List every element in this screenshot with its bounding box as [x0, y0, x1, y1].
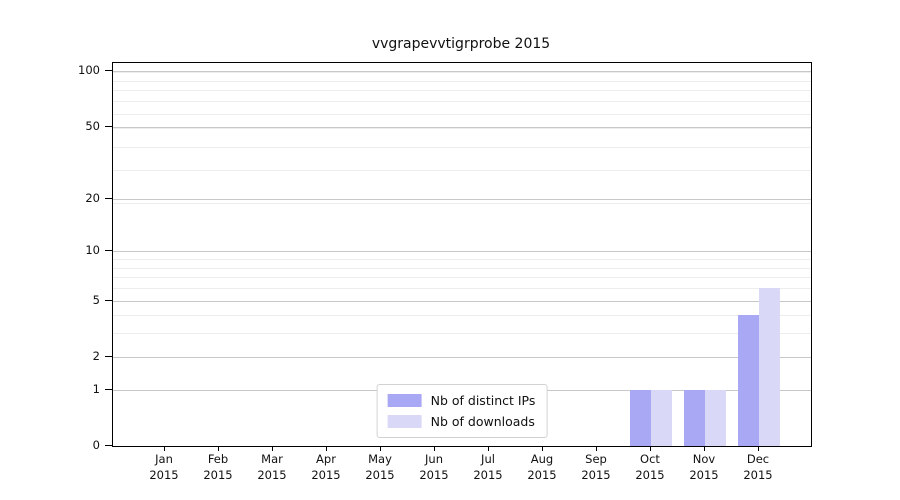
- gridline: [113, 170, 811, 171]
- x-tick-label: Aug 2015: [527, 452, 557, 482]
- x-tick: [380, 446, 381, 451]
- bar-downloads-oct: [651, 390, 672, 446]
- x-tick-label: May 2015: [365, 452, 395, 482]
- gridline: [113, 101, 811, 102]
- bar-downloads-nov: [705, 390, 726, 446]
- y-tick-label: 1: [92, 382, 100, 396]
- legend-label-distinct-ips: Nb of distinct IPs: [430, 393, 536, 408]
- legend-swatch-distinct-ips-icon: [387, 394, 422, 407]
- x-tick: [434, 446, 435, 451]
- gridline: [113, 128, 811, 129]
- plot-area: Nb of distinct IPs Nb of downloads: [112, 62, 812, 447]
- x-tick: [488, 446, 489, 451]
- y-tick-label: 5: [92, 293, 100, 307]
- y-tick: [105, 389, 112, 390]
- bar-downloads-dec: [759, 288, 780, 446]
- bar-distinct-ips-nov: [684, 390, 705, 446]
- y-tick: [105, 198, 112, 199]
- x-tick: [596, 446, 597, 451]
- x-tick: [164, 446, 165, 451]
- gridline: [113, 268, 811, 269]
- gridline: [113, 251, 811, 252]
- bar-distinct-ips-oct: [630, 390, 651, 446]
- x-tick: [218, 446, 219, 451]
- x-tick: [326, 446, 327, 451]
- legend-item-distinct-ips: Nb of distinct IPs: [387, 393, 536, 408]
- y-tick-label: 10: [85, 243, 100, 257]
- x-tick-label: Mar 2015: [257, 452, 287, 482]
- x-tick-label: Nov 2015: [689, 452, 719, 482]
- x-tick-label: Dec 2015: [743, 452, 773, 482]
- legend-item-downloads: Nb of downloads: [387, 414, 536, 429]
- x-tick-label: Jul 2015: [473, 452, 503, 482]
- legend-label-downloads: Nb of downloads: [430, 414, 535, 429]
- gridline: [113, 301, 811, 302]
- y-tick: [105, 356, 112, 357]
- y-tick: [105, 300, 112, 301]
- y-tick-label: 2: [92, 349, 100, 363]
- x-tick-label: Oct 2015: [635, 452, 665, 482]
- legend-swatch-downloads-icon: [387, 415, 422, 428]
- bar-distinct-ips-dec: [738, 315, 759, 446]
- y-tick-label: 20: [85, 191, 100, 205]
- x-tick: [704, 446, 705, 451]
- gridline: [113, 277, 811, 278]
- legend: Nb of distinct IPs Nb of downloads: [376, 384, 548, 438]
- y-tick-label: 100: [78, 63, 100, 77]
- chart-title: vvgrapevvtigrprobe 2015: [371, 36, 551, 52]
- x-tick-label: Jan 2015: [149, 452, 179, 482]
- gridline: [113, 90, 811, 91]
- x-tick-label: Sep 2015: [581, 452, 611, 482]
- x-tick-label: Feb 2015: [203, 452, 233, 482]
- gridline: [113, 357, 811, 358]
- y-tick-label: 0: [92, 438, 100, 452]
- x-tick: [650, 446, 651, 451]
- x-tick: [758, 446, 759, 451]
- gridline: [113, 315, 811, 316]
- gridline: [113, 147, 811, 148]
- gridline: [113, 72, 811, 73]
- y-tick: [105, 250, 112, 251]
- x-tick: [272, 446, 273, 451]
- gridline: [113, 259, 811, 260]
- gridline: [113, 288, 811, 289]
- y-tick: [105, 70, 112, 71]
- x-tick-label: Jun 2015: [419, 452, 449, 482]
- y-tick-label: 50: [85, 119, 100, 133]
- gridline: [113, 71, 811, 72]
- gridline: [113, 203, 811, 204]
- x-tick-label: Apr 2015: [311, 452, 341, 482]
- gridline: [113, 114, 811, 115]
- gridline: [113, 333, 811, 334]
- gridline: [113, 199, 811, 200]
- y-tick: [105, 126, 112, 127]
- gridline: [113, 127, 811, 128]
- y-tick: [105, 445, 112, 446]
- x-tick: [542, 446, 543, 451]
- gridline: [113, 81, 811, 82]
